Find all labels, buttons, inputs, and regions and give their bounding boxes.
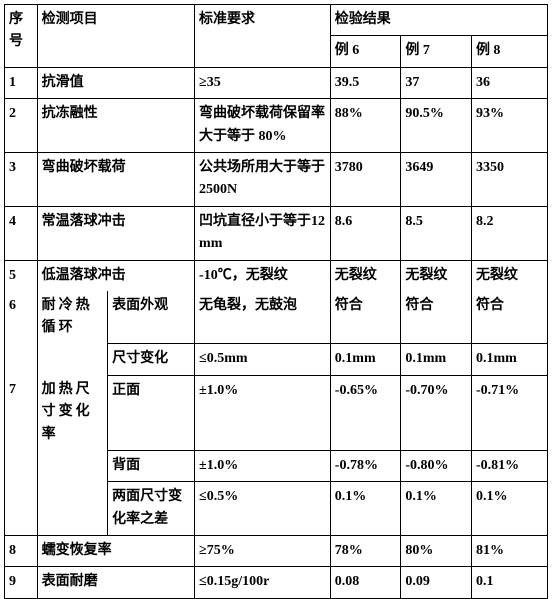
cell-num	[5, 482, 38, 536]
cell-std: 公共场所用大于等于 2500N	[195, 152, 331, 206]
cell-item1: 耐冷热循环	[37, 291, 108, 344]
cell-num: 2	[5, 99, 38, 153]
cell-v2: 37	[401, 67, 472, 98]
row-6b: 尺寸变化 ≤0.5mm 0.1mm 0.1mm 0.1mm	[5, 344, 548, 375]
cell-num: 4	[5, 206, 38, 260]
cell-std: ≥75%	[195, 535, 331, 566]
cell-std: 凹坑直径小于等于12mm	[195, 206, 331, 260]
cell-item2: 正面	[108, 375, 195, 450]
cell-num: 7	[5, 375, 38, 450]
cell-item: 表面耐磨	[37, 567, 194, 598]
cell-num: 1	[5, 67, 38, 98]
cell-v2: 无裂纹	[401, 260, 472, 291]
cell-v2: 3649	[401, 152, 472, 206]
h-r3: 例 8	[471, 36, 547, 67]
cell-item2: 背面	[108, 450, 195, 481]
cell-std: ±1.0%	[195, 450, 331, 481]
cell-v1: 8.6	[330, 206, 401, 260]
row-6: 6 耐冷热循环 表面外观 无龟裂，无鼓泡 符合 符合 符合	[5, 291, 548, 344]
row-7b: 背面 ±1.0% -0.78% -0.80% -0.81%	[5, 450, 548, 481]
cell-v3: 3350	[471, 152, 547, 206]
cell-v1: 0.08	[330, 567, 401, 598]
cell-item1: 加热尺寸变化率	[37, 375, 108, 450]
cell-num: 3	[5, 152, 38, 206]
cell-v2: -0.80%	[401, 450, 472, 481]
row-7a: 7 加热尺寸变化率 正面 ±1.0% -0.65% -0.70% -0.71%	[5, 375, 548, 450]
cell-v1: 无裂纹	[330, 260, 401, 291]
cell-item: 低温落球冲击	[37, 260, 194, 291]
cell-item: 蠕变恢复率	[37, 535, 194, 566]
cell-v3: 93%	[471, 99, 547, 153]
cell-v3: 36	[471, 67, 547, 98]
cell-item: 常温落球冲击	[37, 206, 194, 260]
cell-v3: 8.2	[471, 206, 547, 260]
cell-v2: 80%	[401, 535, 472, 566]
cell-std: ≤0.5%	[195, 482, 331, 536]
inspection-table: 序号 检测项目 标准要求 检验结果 例 6 例 7 例 8 1 抗滑值 ≥35 …	[4, 4, 548, 599]
header-row-1: 序号 检测项目 标准要求 检验结果	[5, 5, 548, 36]
cell-num: 6	[5, 291, 38, 344]
cell-v2: 0.09	[401, 567, 472, 598]
cell-item: 弯曲破坏载荷	[37, 152, 194, 206]
cell-item: 抗冻融性	[37, 99, 194, 153]
cell-v2: 0.1%	[401, 482, 472, 536]
row-7c: 两面尺寸变化率之差 ≤0.5% 0.1% 0.1% 0.1%	[5, 482, 548, 536]
cell-num	[5, 450, 38, 481]
cell-num	[5, 344, 38, 375]
cell-item: 抗滑值	[37, 67, 194, 98]
cell-v2: 8.5	[401, 206, 472, 260]
cell-num: 9	[5, 567, 38, 598]
h-num: 序号	[5, 5, 38, 68]
cell-v1: 符合	[330, 291, 401, 344]
row-5: 5 低温落球冲击 -10℃，无裂纹 无裂纹 无裂纹 无裂纹	[5, 260, 548, 291]
row-1: 1 抗滑值 ≥35 39.5 37 36	[5, 67, 548, 98]
cell-v1: 0.1mm	[330, 344, 401, 375]
cell-v1: -0.65%	[330, 375, 401, 450]
cell-v3: 无裂纹	[471, 260, 547, 291]
cell-v2: 0.1mm	[401, 344, 472, 375]
cell-std: -10℃，无裂纹	[195, 260, 331, 291]
h-results: 检验结果	[330, 5, 547, 36]
cell-std: ≤0.15g/100r	[195, 567, 331, 598]
cell-v3: 符合	[471, 291, 547, 344]
cell-v1: 39.5	[330, 67, 401, 98]
cell-item1	[37, 344, 108, 375]
row-8: 8 蠕变恢复率 ≥75% 78% 80% 81%	[5, 535, 548, 566]
cell-v1: 78%	[330, 535, 401, 566]
cell-v3: 0.1%	[471, 482, 547, 536]
cell-num: 8	[5, 535, 38, 566]
cell-std: ≤0.5mm	[195, 344, 331, 375]
cell-v3: 0.1	[471, 567, 547, 598]
cell-std: 弯曲破坏载荷保留率大于等于 80%	[195, 99, 331, 153]
cell-item2: 两面尺寸变化率之差	[108, 482, 195, 536]
cell-v1: 3780	[330, 152, 401, 206]
h-item: 检测项目	[37, 5, 194, 68]
h-r1: 例 6	[330, 36, 401, 67]
cell-v3: 81%	[471, 535, 547, 566]
row-3: 3 弯曲破坏载荷 公共场所用大于等于 2500N 3780 3649 3350	[5, 152, 548, 206]
cell-v3: 0.1mm	[471, 344, 547, 375]
cell-item2: 表面外观	[108, 291, 195, 344]
cell-v2: 符合	[401, 291, 472, 344]
cell-std: ±1.0%	[195, 375, 331, 450]
cell-v2: 90.5%	[401, 99, 472, 153]
cell-v3: -0.81%	[471, 450, 547, 481]
cell-v1: 0.1%	[330, 482, 401, 536]
cell-v2: -0.70%	[401, 375, 472, 450]
cell-std: 无龟裂，无鼓泡	[195, 291, 331, 344]
cell-v1: -0.78%	[330, 450, 401, 481]
h-std: 标准要求	[195, 5, 331, 68]
cell-item2: 尺寸变化	[108, 344, 195, 375]
cell-std: ≥35	[195, 67, 331, 98]
row-9: 9 表面耐磨 ≤0.15g/100r 0.08 0.09 0.1	[5, 567, 548, 598]
cell-item1	[37, 482, 108, 536]
cell-num: 5	[5, 260, 38, 291]
row-2: 2 抗冻融性 弯曲破坏载荷保留率大于等于 80% 88% 90.5% 93%	[5, 99, 548, 153]
h-r2: 例 7	[401, 36, 472, 67]
cell-v1: 88%	[330, 99, 401, 153]
cell-item1	[37, 450, 108, 481]
row-4: 4 常温落球冲击 凹坑直径小于等于12mm 8.6 8.5 8.2	[5, 206, 548, 260]
cell-v3: -0.71%	[471, 375, 547, 450]
